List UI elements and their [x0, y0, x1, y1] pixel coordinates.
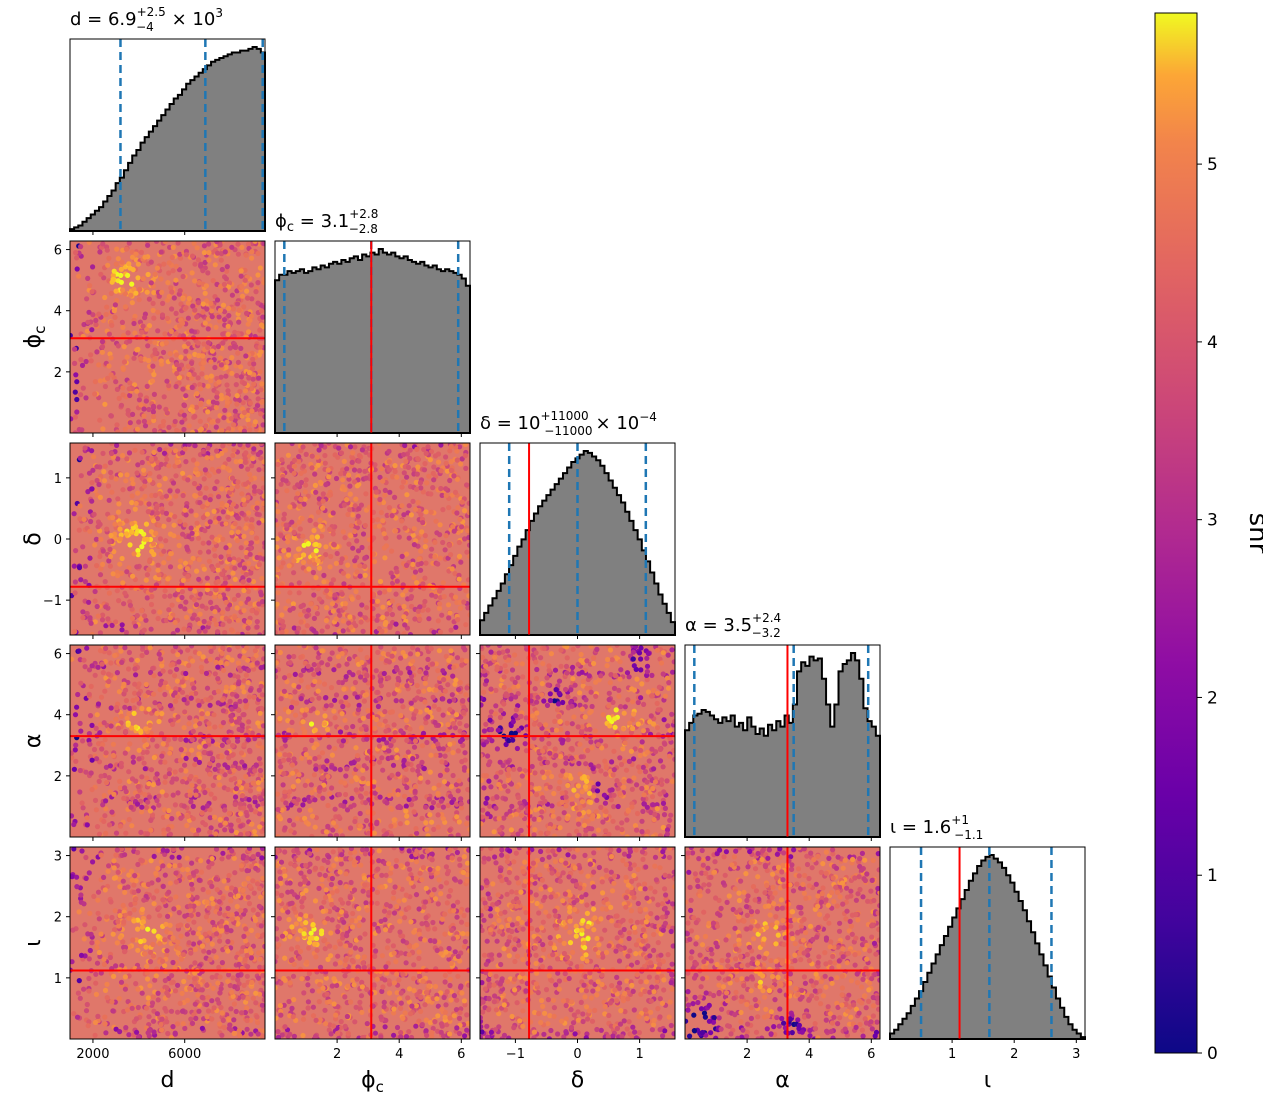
x-tick-label-alpha: 2	[743, 1047, 751, 1062]
scatter-panel-iota-vs-alpha	[684, 846, 881, 1040]
y-tick-label-iota: 1	[54, 972, 62, 987]
hist-frame	[69, 38, 266, 232]
x-tick-label-phi_c: 2	[333, 1047, 341, 1062]
scatter-points	[70, 241, 265, 433]
colorbar-tick-label: 1	[1207, 866, 1218, 886]
x-axis-label-iota: ι	[984, 1068, 991, 1093]
histogram-d	[69, 46, 266, 232]
x-tick-label-iota: 2	[1010, 1047, 1018, 1062]
scatter-panel-delta-vs-phi_c	[274, 442, 471, 636]
x-tick-label-iota: 3	[1072, 1047, 1080, 1062]
histogram-iota	[889, 854, 1086, 1040]
y-axis-label-alpha: α	[21, 734, 46, 749]
colorbar-tick-label: 3	[1207, 511, 1218, 531]
scatter-frame	[274, 644, 471, 838]
x-axis-label-phi_c: ϕc	[361, 1068, 384, 1096]
hist-panel-alpha	[684, 644, 881, 838]
hist-frame	[274, 240, 471, 434]
scatter-frame	[274, 846, 471, 1040]
scatter-points	[480, 645, 675, 837]
y-tick-label-phi_c: 6	[54, 244, 62, 259]
colorbar-gradient	[1154, 12, 1198, 1054]
y-axis-label-delta: δ	[21, 532, 46, 545]
scatter-panel-iota-vs-delta	[479, 846, 676, 1040]
y-tick-label-alpha: 2	[54, 770, 62, 785]
histogram-alpha	[684, 652, 881, 838]
scatter-points	[685, 847, 880, 1039]
x-tick-label-d: 6000	[168, 1047, 201, 1062]
y-tick-label-alpha: 6	[54, 648, 62, 663]
x-tick-label-phi_c: 4	[395, 1047, 403, 1062]
y-tick-label-delta: −1	[43, 594, 62, 609]
y-tick-label-iota: 2	[54, 911, 62, 926]
title-delta: δ = 10+11000 −11000 × 10−4	[480, 409, 657, 438]
hist-panel-iota	[889, 846, 1086, 1040]
scatter-bg	[275, 645, 470, 837]
scatter-points	[275, 645, 470, 837]
scatter-points	[70, 847, 265, 1039]
scatter-panel-alpha-vs-phi_c	[274, 644, 471, 838]
x-tick-label-d: 2000	[76, 1047, 109, 1062]
y-tick-label-alpha: 4	[54, 709, 62, 724]
scatter-frame	[69, 644, 266, 838]
scatter-frame	[69, 240, 266, 434]
y-tick-label-iota: 3	[54, 850, 62, 865]
y-tick-label-delta: 1	[54, 472, 62, 487]
hist-panel-d	[69, 38, 266, 232]
scatter-points	[70, 645, 265, 837]
y-tick-label-delta: 0	[54, 533, 62, 548]
hist-panel-phi_c	[274, 240, 471, 434]
colorbar-tick-label: 0	[1207, 1044, 1218, 1064]
x-axis-label-delta: δ	[571, 1068, 584, 1093]
colorbar-tick-label: 2	[1207, 688, 1218, 708]
y-tick-label-phi_c: 2	[54, 366, 62, 381]
scatter-points	[480, 847, 675, 1039]
scatter-panel-delta-vs-d	[69, 442, 266, 636]
hist-panel-delta	[479, 442, 676, 636]
x-tick-label-alpha: 6	[867, 1047, 875, 1062]
histogram-phi_c	[274, 248, 471, 434]
hist-frame	[684, 644, 881, 838]
x-axis-label-d: d	[161, 1068, 175, 1093]
x-axis-label-alpha: α	[775, 1068, 790, 1093]
x-tick-label-phi_c: 6	[457, 1047, 465, 1062]
scatter-panel-alpha-vs-delta	[479, 644, 676, 838]
scatter-frame	[69, 846, 266, 1040]
scatter-panel-phi_c-vs-d	[69, 240, 266, 434]
x-tick-label-iota: 1	[948, 1047, 956, 1062]
title-d: d = 6.9+2.5 −4 × 103	[70, 5, 223, 34]
scatter-points	[70, 443, 265, 635]
hist-frame	[889, 846, 1086, 1040]
x-tick-label-delta: 1	[635, 1047, 643, 1062]
scatter-points	[275, 443, 470, 635]
scatter-points	[275, 847, 470, 1039]
scatter-panel-iota-vs-phi_c	[274, 846, 471, 1040]
y-axis-label-iota: ι	[21, 939, 46, 946]
scatter-frame	[684, 846, 881, 1040]
title-alpha: α = 3.5+2.4 −3.2	[685, 611, 781, 640]
y-axis-label-phi_c: ϕc	[21, 326, 49, 349]
scatter-panel-iota-vs-d	[69, 846, 266, 1040]
colorbar-tick-label: 4	[1207, 333, 1218, 353]
x-tick-label-delta: 0	[573, 1047, 581, 1062]
y-tick-label-phi_c: 4	[54, 305, 62, 320]
colorbar: 0 1 2 3 4 5 snr	[1154, 12, 1263, 1064]
x-tick-label-delta: −1	[506, 1047, 525, 1062]
title-phi_c: ϕc = 3.1+2.8 −2.8	[275, 207, 378, 236]
x-tick-label-alpha: 4	[805, 1047, 813, 1062]
scatter-panel-alpha-vs-d	[69, 644, 266, 838]
colorbar-label: snr	[1243, 513, 1263, 554]
title-iota: ι = 1.6+1 −1.1	[890, 813, 983, 842]
colorbar-tick-label: 5	[1207, 155, 1218, 175]
